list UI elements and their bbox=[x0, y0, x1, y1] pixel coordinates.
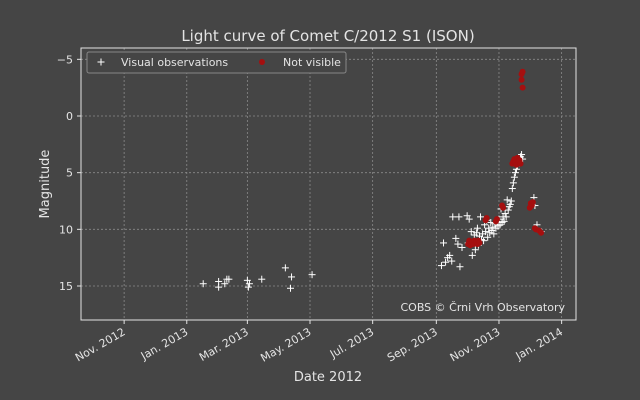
not-visible-point bbox=[493, 216, 500, 223]
data-points bbox=[199, 68, 545, 292]
visual-observation-point bbox=[281, 264, 289, 272]
visual-observation-point bbox=[473, 224, 481, 232]
visual-observation-point bbox=[508, 185, 516, 193]
legend-box bbox=[86, 51, 347, 74]
visual-observation-point bbox=[501, 209, 509, 217]
y-tick-label: 5 bbox=[66, 167, 73, 180]
not-visible-point bbox=[476, 239, 483, 246]
visual-observation-point bbox=[504, 206, 512, 214]
visual-observation-point bbox=[308, 271, 316, 279]
visual-observation-point bbox=[506, 200, 514, 208]
visual-observation-point bbox=[245, 280, 253, 288]
legend: Visual observations Not visible bbox=[86, 51, 347, 74]
visual-observation-point bbox=[509, 179, 517, 187]
not-visible-point bbox=[518, 76, 525, 83]
visual-observation-point bbox=[511, 169, 519, 177]
visual-observation-point bbox=[456, 263, 464, 271]
legend-marker-visual bbox=[97, 58, 105, 66]
visual-observation-point bbox=[482, 228, 490, 236]
visual-observation-point bbox=[455, 213, 463, 221]
visual-observation-point bbox=[440, 239, 448, 247]
visual-observation-point bbox=[471, 246, 479, 254]
legend-marker-not-visible bbox=[259, 59, 265, 65]
not-visible-point bbox=[483, 215, 490, 221]
visual-observation-point bbox=[465, 215, 473, 223]
visual-observation-point bbox=[437, 262, 445, 270]
y-axis-label: Magnitude bbox=[38, 150, 53, 219]
visual-observation-point bbox=[244, 283, 252, 291]
visual-observation-point bbox=[288, 273, 296, 281]
visual-observation-point bbox=[458, 243, 466, 251]
not-visible-point bbox=[500, 204, 507, 211]
visual-observation-point bbox=[448, 257, 456, 265]
visual-observation-point bbox=[518, 151, 526, 159]
y-tick-label: 15 bbox=[59, 280, 73, 293]
visual-observation-point bbox=[510, 173, 518, 181]
visual-observation-point bbox=[258, 275, 266, 283]
visual-observation-point bbox=[468, 251, 476, 259]
visual-observation-point bbox=[467, 228, 475, 236]
grid-lines bbox=[81, 48, 576, 320]
visual-observation-point bbox=[487, 219, 495, 227]
legend-label-not-visible: Not visible bbox=[283, 56, 341, 69]
visual-observation-point bbox=[484, 233, 492, 241]
visual-observation-point bbox=[472, 229, 480, 237]
visual-observation-point bbox=[502, 213, 510, 221]
y-tick-label: 0 bbox=[66, 110, 73, 123]
legend-label-visual: Visual observations bbox=[121, 56, 228, 69]
visual-observation-point bbox=[454, 240, 462, 248]
visual-observation-point bbox=[199, 280, 207, 288]
visual-observation-point bbox=[442, 258, 450, 266]
visual-observation-point bbox=[446, 251, 454, 259]
visual-observation-point bbox=[452, 234, 460, 242]
visual-observation-point bbox=[215, 277, 223, 285]
y-tick-label: −5 bbox=[57, 53, 73, 66]
y-axis-ticks: −5 0 5 10 15 bbox=[57, 53, 81, 293]
visual-observation-point bbox=[490, 230, 498, 238]
not-visible-point bbox=[519, 68, 526, 75]
chart-title: Light curve of Comet C/2012 S1 (ISON) bbox=[181, 27, 474, 45]
visual-observation-point bbox=[221, 280, 229, 288]
visual-observation-point bbox=[449, 213, 457, 221]
x-axis-label: Date 2012 bbox=[294, 370, 362, 385]
visual-observation-point bbox=[507, 197, 515, 205]
visual-observation-point bbox=[287, 284, 295, 292]
axes-frame bbox=[80, 47, 577, 321]
visual-observation-point bbox=[500, 217, 508, 225]
visual-observation-point bbox=[225, 275, 233, 283]
visual-observation-point bbox=[476, 213, 484, 221]
not-visible-point bbox=[519, 84, 526, 91]
credit-annotation: COBS © Črni Vrh Observatory bbox=[400, 301, 565, 314]
y-tick-label: 10 bbox=[59, 223, 73, 236]
not-visible-point bbox=[529, 199, 536, 206]
visual-observation-point bbox=[503, 196, 511, 204]
not-visible-point bbox=[517, 160, 524, 167]
not-visible-point bbox=[538, 229, 545, 236]
